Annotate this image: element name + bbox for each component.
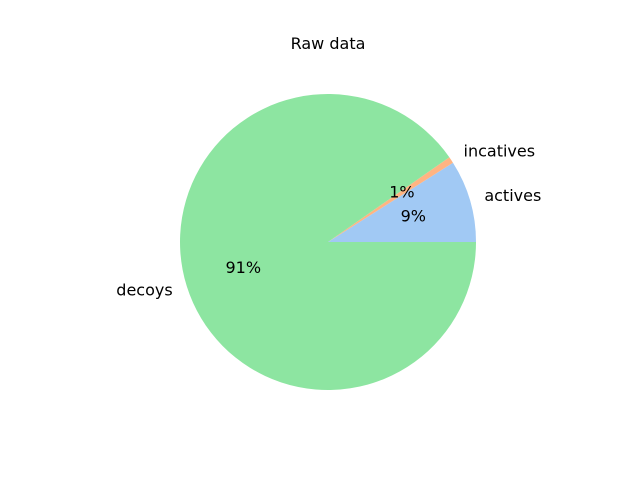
slice-label-incatives: incatives [464,141,536,160]
slice-percent-actives: 9% [401,207,426,226]
slice-label-decoys: decoys [116,280,172,299]
pie-slice-incatives [328,157,453,242]
slice-percent-decoys: 91% [226,258,262,277]
pie-slice-decoys [180,94,476,391]
pie-slices [180,94,476,391]
pie-slice-actives [328,162,476,242]
pie-labels: actives 9% incatives 1% decoys 91% [116,141,541,299]
slice-percent-incatives: 1% [389,182,414,201]
chart-title: Raw data [291,34,366,53]
slice-label-actives: actives [484,186,541,205]
